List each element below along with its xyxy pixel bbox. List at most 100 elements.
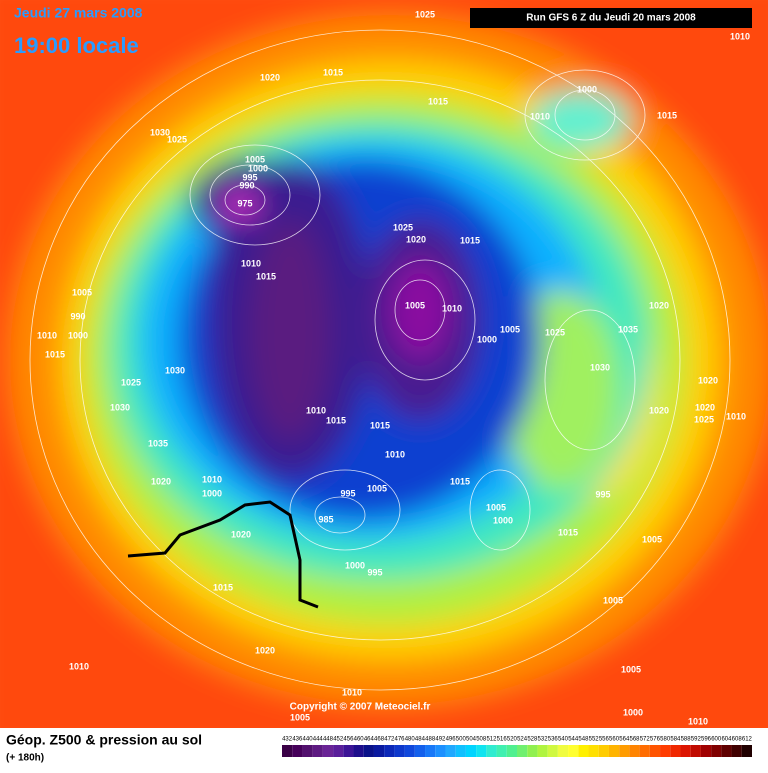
- legend-swatch: [363, 745, 374, 757]
- isobar-label: 975: [237, 198, 252, 208]
- legend-value: 488: [425, 737, 436, 743]
- isobar-label: 985: [318, 514, 333, 524]
- isobar-label: 1015: [370, 420, 390, 430]
- legend-value: 536: [548, 737, 559, 743]
- legend-swatch: [639, 745, 650, 757]
- legend-swatch: [619, 745, 630, 757]
- legend-swatch: [343, 745, 354, 757]
- legend-swatch: [547, 745, 558, 757]
- legend-swatch: [333, 745, 344, 757]
- isobar-label: 1010: [202, 474, 222, 484]
- isobar-label: 990: [70, 311, 85, 321]
- legend-swatch: [680, 745, 691, 757]
- isobar-label: 995: [340, 488, 355, 498]
- legend-value: 556: [599, 737, 610, 743]
- isobar-label: 1015: [460, 235, 480, 245]
- isobar-label: 1010: [530, 111, 550, 121]
- legend-value: 580: [660, 737, 671, 743]
- copyright: Copyright © 2007 Meteociel.fr: [290, 702, 431, 713]
- isobar-label: 1035: [618, 324, 638, 334]
- legend-swatch: [435, 745, 446, 757]
- legend-value: 432: [282, 737, 293, 743]
- isobar-label: 1005: [72, 287, 92, 297]
- legend-swatch: [384, 745, 395, 757]
- isobar-label: 1010: [241, 258, 261, 268]
- legend-value: 504: [466, 737, 477, 743]
- isobar-label: 1015: [326, 415, 346, 425]
- footer-title: Géop. Z500 & pression au sol: [6, 732, 202, 748]
- isobar-label: 1010: [688, 716, 708, 726]
- isobar-label: 1010: [69, 661, 89, 671]
- legend-swatch: [486, 745, 497, 757]
- legend-value: 456: [343, 737, 354, 743]
- isobar-label: 1020: [695, 402, 715, 412]
- isobar-label: 1000: [477, 334, 497, 344]
- isobar-label: 1015: [428, 96, 448, 106]
- front-line: [127, 500, 319, 609]
- isobar-label: 1005: [500, 324, 520, 334]
- isobar-label: 1000: [68, 330, 88, 340]
- legend-swatch: [455, 745, 466, 757]
- legend-swatch: [517, 745, 528, 757]
- date: Jeudi 27 mars 2008: [14, 5, 143, 21]
- legend-value: 516: [497, 737, 508, 743]
- isobar-label: 1005: [642, 534, 662, 544]
- isobar-label: 1030: [150, 127, 170, 137]
- legend-value: 572: [640, 737, 651, 743]
- isobar-label: 1025: [545, 327, 565, 337]
- isobar-label: 1005: [405, 300, 425, 310]
- isobar-label: 1025: [694, 414, 714, 424]
- isobar-label: 1005: [603, 595, 623, 605]
- isobar-label: 1020: [260, 72, 280, 82]
- legend-value: 540: [558, 737, 569, 743]
- isobar-label: 1000: [202, 488, 222, 498]
- legend-swatch: [425, 745, 436, 757]
- time: 19:00 locale: [14, 33, 139, 58]
- legend-swatch: [476, 745, 487, 757]
- legend-value: 480: [405, 737, 416, 743]
- legend-value: 576: [650, 737, 661, 743]
- legend-value: 524: [517, 737, 528, 743]
- legend-value: 588: [681, 737, 692, 743]
- legend-value: 596: [701, 737, 712, 743]
- legend-swatch: [608, 745, 620, 757]
- legend-swatch: [568, 745, 579, 757]
- isobar-label: 1015: [323, 67, 343, 77]
- isobar-label: 1030: [165, 365, 185, 375]
- legend-swatch: [414, 745, 426, 757]
- legend-value: 472: [384, 737, 395, 743]
- isobar-label: 1010: [442, 303, 462, 313]
- isobar-label: 1010: [37, 330, 57, 340]
- legend-swatch: [557, 745, 569, 757]
- legend-value: 452: [333, 737, 344, 743]
- isobar-label: 1015: [450, 476, 470, 486]
- legend-swatch: [394, 745, 405, 757]
- legend: 432 436 440 444 448 452 456 460 464 468 472 476 480 4…: [282, 737, 753, 757]
- run-box: [470, 8, 752, 28]
- legend-value: 496: [446, 737, 457, 743]
- legend-swatch: [598, 745, 609, 757]
- isobar-label: 1020: [231, 529, 251, 539]
- legend-value: 544: [568, 737, 579, 743]
- isobar-label: 1010: [306, 405, 326, 415]
- legend-value: 468: [374, 737, 385, 743]
- isobar-label: 1005: [621, 664, 641, 674]
- legend-value: 500: [456, 737, 467, 743]
- legend-value: 604: [721, 737, 732, 743]
- legend-value: 548: [578, 737, 589, 743]
- legend-swatch: [322, 745, 334, 757]
- legend-value: 568: [629, 737, 640, 743]
- legend-swatch: [660, 745, 671, 757]
- run-label: Run GFS 6 Z du Jeudi 20 mars 2008: [526, 13, 696, 24]
- isobar-label: 1005: [367, 483, 387, 493]
- isobar-label: 1005: [290, 712, 310, 722]
- legend-value: 552: [589, 737, 600, 743]
- legend-swatch: [527, 745, 538, 757]
- legend-value: 440: [303, 737, 314, 743]
- legend-value: 460: [354, 737, 365, 743]
- isobar-label: 1010: [342, 687, 362, 697]
- isobar-label: 1000: [493, 515, 513, 525]
- isobar-label: 1015: [558, 527, 578, 537]
